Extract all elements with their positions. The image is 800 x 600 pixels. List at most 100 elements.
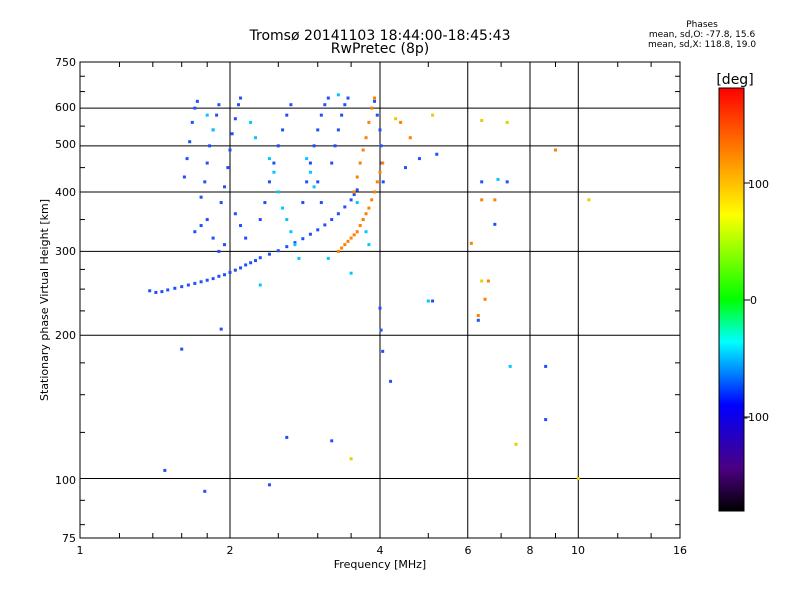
data-point xyxy=(253,136,257,140)
y-tick-label: 200 xyxy=(55,329,76,342)
y-tick-label: 300 xyxy=(55,245,76,258)
data-point xyxy=(258,256,262,260)
data-point xyxy=(355,230,359,234)
data-point xyxy=(233,268,237,272)
data-point xyxy=(301,237,305,241)
data-point xyxy=(230,132,234,136)
data-point xyxy=(258,283,262,287)
data-point xyxy=(285,218,289,222)
data-point xyxy=(180,285,184,289)
data-point xyxy=(267,157,271,161)
data-point xyxy=(486,279,490,283)
x-tick-label: 2 xyxy=(227,544,234,557)
data-point xyxy=(476,318,480,322)
data-point xyxy=(340,113,344,117)
data-point xyxy=(199,224,203,228)
data-point xyxy=(493,198,497,202)
data-point xyxy=(483,297,487,301)
data-point xyxy=(228,270,232,274)
data-point xyxy=(305,157,309,161)
data-point xyxy=(228,148,232,152)
data-point xyxy=(364,212,368,216)
data-point xyxy=(364,230,368,234)
data-point xyxy=(576,477,580,481)
data-point xyxy=(469,241,473,245)
data-point xyxy=(408,136,412,140)
x-axis-label: Frequency [MHz] xyxy=(334,558,426,571)
data-point xyxy=(193,106,197,110)
data-point xyxy=(297,256,301,260)
data-point xyxy=(199,195,203,199)
data-point xyxy=(208,144,212,148)
data-point xyxy=(330,218,334,222)
data-point xyxy=(267,483,271,487)
data-point xyxy=(276,190,280,194)
data-point xyxy=(267,180,271,184)
data-point xyxy=(358,224,362,228)
data-point xyxy=(276,249,280,253)
data-point xyxy=(379,144,383,148)
data-point xyxy=(211,236,215,240)
data-point xyxy=(249,120,253,124)
x-tick-label: 16 xyxy=(673,544,687,557)
data-point xyxy=(480,279,484,283)
data-point xyxy=(326,96,330,100)
data-point xyxy=(480,180,484,184)
data-point xyxy=(258,218,262,222)
data-point xyxy=(226,166,230,170)
data-point xyxy=(346,96,350,100)
data-point xyxy=(236,103,240,107)
data-point xyxy=(219,201,223,205)
chart-title: Tromsø 20141103 18:44:00-18:45:43 xyxy=(249,28,511,44)
data-point xyxy=(361,218,365,222)
data-point xyxy=(215,113,219,117)
colorbar-tick-label: 0 xyxy=(750,294,757,307)
data-point xyxy=(223,273,227,277)
phase-stats: Phases mean, sd,O: -77.8, 15.6 mean, sd,… xyxy=(622,20,782,50)
data-point xyxy=(435,152,439,156)
data-point xyxy=(336,212,340,216)
data-point xyxy=(195,99,199,103)
data-point xyxy=(349,457,353,461)
data-point xyxy=(301,201,305,205)
data-point xyxy=(358,161,362,165)
data-point xyxy=(381,161,385,165)
data-point xyxy=(281,206,285,210)
data-point xyxy=(163,468,167,472)
x-tick-labels: 1 2 4 6 8 10 16 xyxy=(77,544,688,557)
data-point xyxy=(285,245,289,249)
data-point xyxy=(373,96,377,100)
x-tick-label: 6 xyxy=(465,544,472,557)
grid-lines xyxy=(79,61,681,539)
data-point xyxy=(193,281,197,285)
data-point xyxy=(403,166,407,170)
data-point xyxy=(190,120,194,124)
data-point xyxy=(373,190,377,194)
data-point xyxy=(361,148,365,152)
data-point xyxy=(205,113,209,117)
data-point xyxy=(239,224,243,228)
data-point xyxy=(211,277,215,281)
data-point xyxy=(355,201,359,205)
data-point xyxy=(367,206,371,210)
data-point xyxy=(203,489,207,493)
data-point xyxy=(289,230,293,234)
data-point xyxy=(379,328,383,332)
data-point xyxy=(285,435,289,439)
data-point xyxy=(343,243,347,247)
data-point xyxy=(205,278,209,282)
data-point xyxy=(587,198,591,202)
data-point xyxy=(233,117,237,121)
data-point xyxy=(244,263,248,267)
data-point xyxy=(223,243,227,247)
x-tick-label: 1 xyxy=(77,544,84,557)
data-points xyxy=(148,93,591,493)
data-point xyxy=(370,106,374,110)
data-point xyxy=(193,230,197,234)
data-point xyxy=(316,128,320,132)
data-point xyxy=(219,327,223,331)
data-point xyxy=(544,364,548,368)
data-point xyxy=(166,288,170,292)
data-point xyxy=(496,177,500,181)
y-tick-labels: 750 600 500 400 300 200 100 75 xyxy=(55,56,76,545)
